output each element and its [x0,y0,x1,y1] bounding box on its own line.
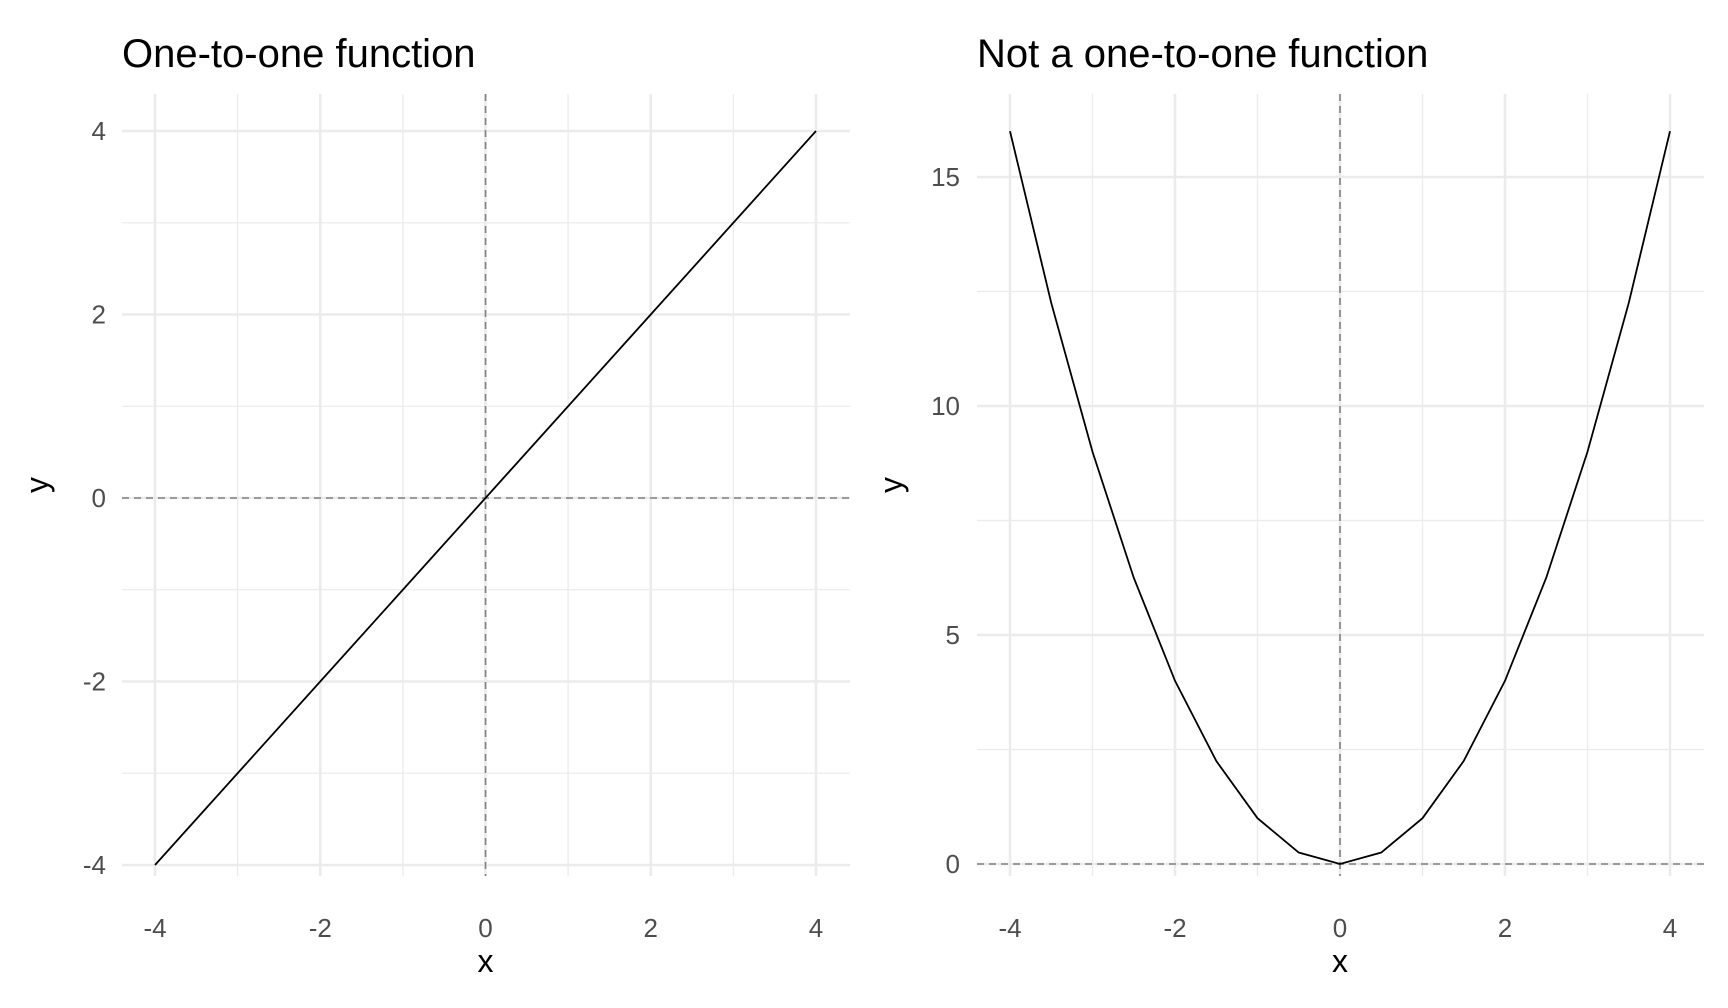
chart-title: Not a one-to-one function [977,32,1428,76]
y-tick-label: 10 [931,391,960,421]
y-tick-label: 0 [946,849,960,879]
x-tick-label: 0 [478,913,492,943]
x-tick-label: 2 [1498,913,1512,943]
x-tick-label: -4 [998,913,1021,943]
y-tick-label: 15 [931,162,960,192]
y-axis-label: y [19,477,55,493]
y-tick-label: 4 [92,116,106,146]
y-tick-label: 0 [92,483,106,513]
x-tick-label: 2 [644,913,658,943]
x-tick-label: -2 [1163,913,1186,943]
y-tick-label: -4 [83,850,106,880]
x-axis-label: x [478,943,494,979]
chart-title: One-to-one function [122,32,476,76]
x-tick-label: 4 [1663,913,1677,943]
x-tick-label: 4 [809,913,823,943]
x-tick-label: -4 [143,913,166,943]
chart-panel-1: -4 -2 0 2 4 -4 -2 0 2 4 One-to-one function x y [19,32,850,979]
y-tick-label: 5 [946,620,960,650]
x-tick-label: 0 [1333,913,1347,943]
x-tick-label: -2 [309,913,332,943]
y-tick-label: -2 [83,667,106,697]
y-tick-label: 2 [92,300,106,330]
y-axis-label: y [873,477,909,493]
chart-panel-2: -4 -2 0 2 4 0 5 10 15 Not a one-to-one function x y [873,32,1704,979]
series-line-1 [1009,130,1671,865]
x-axis-label: x [1332,943,1348,979]
series-line-1 [154,130,817,866]
